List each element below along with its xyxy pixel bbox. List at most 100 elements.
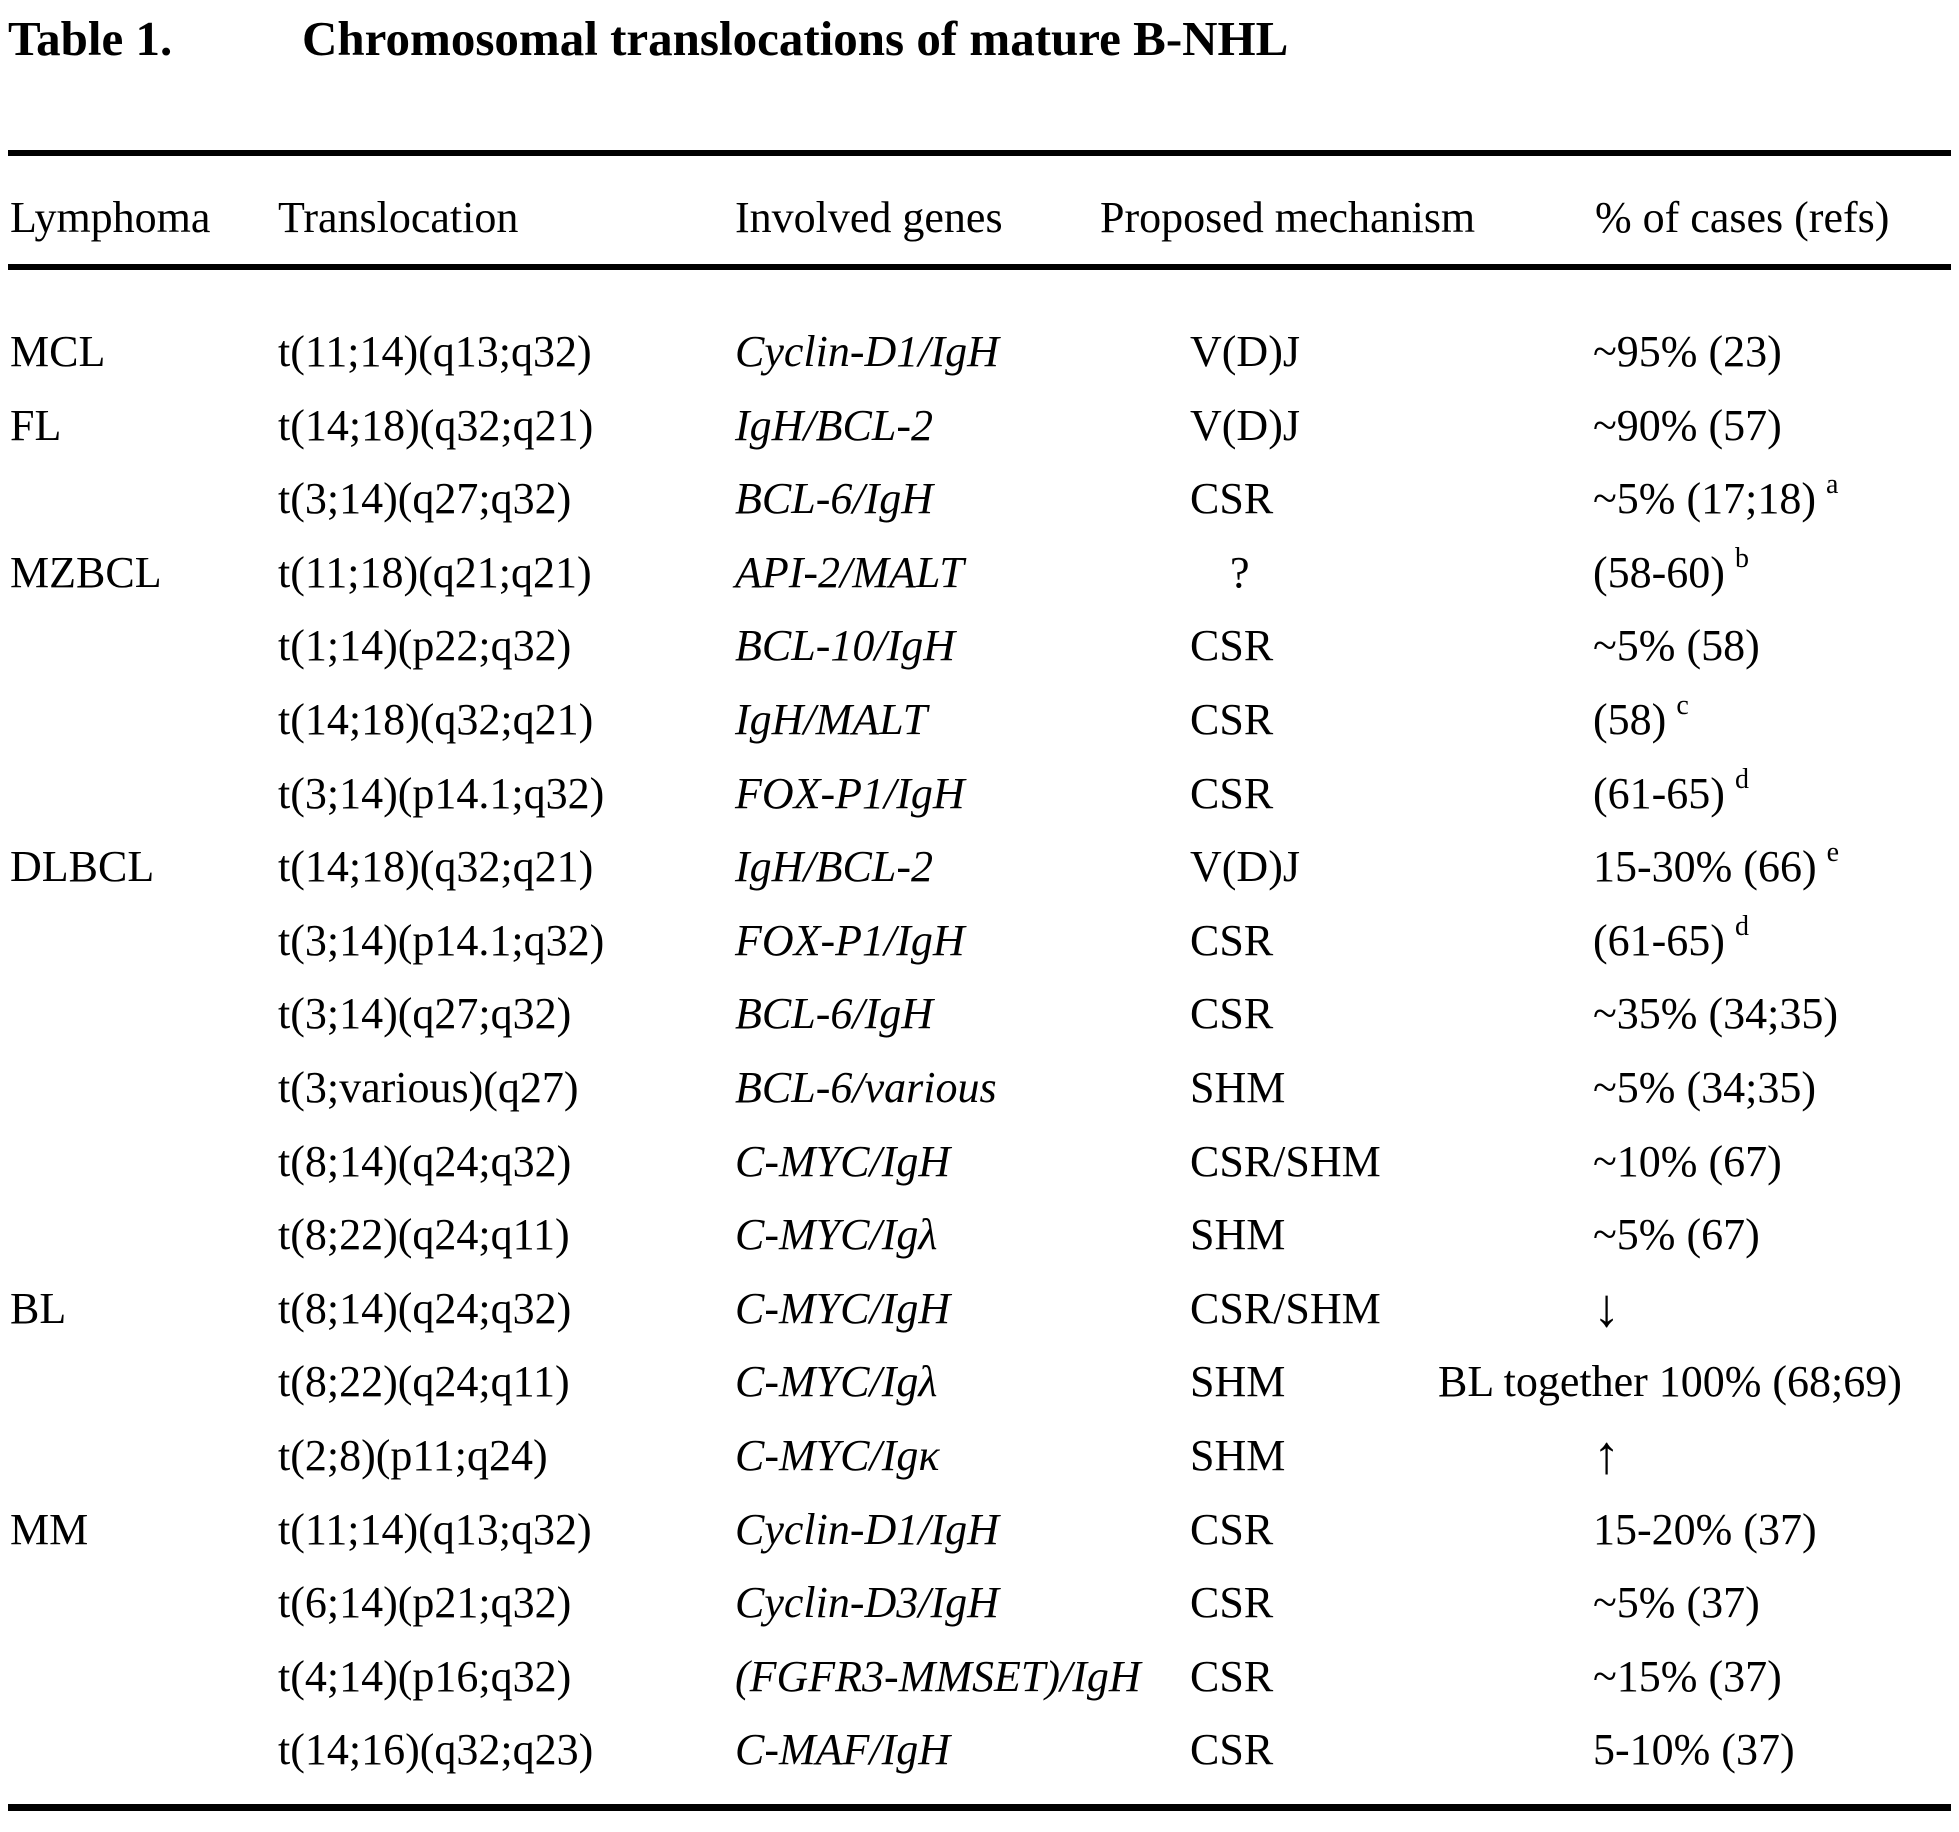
table-row: t(6;14)(p21;q32) Cyclin-D3/IgH CSR ~5% (37)	[10, 1566, 1951, 1640]
table-caption-heading: Chromosomal translocations of mature B-N…	[302, 11, 1289, 66]
cell-proposed-mechanism: CSR/SHM	[1190, 1136, 1381, 1186]
cell-lymphoma: FL	[10, 400, 62, 450]
table-row: MM t(11;14)(q13;q32) Cyclin-D1/IgH CSR 15-20…	[10, 1493, 1951, 1567]
cases-value: ~5% (67)	[1593, 1210, 1760, 1260]
cases-value: ~5% (37)	[1593, 1578, 1760, 1628]
table-row: t(4;14)(p16;q32) (FGFR3-MMSET)/IgH CSR ~15%…	[10, 1640, 1951, 1714]
cell-translocation: t(8;22)(q24;q11)	[278, 1357, 570, 1407]
cell-lymphoma	[10, 1051, 278, 1125]
cell-involved-genes: Cyclin-D3/IgH	[735, 1578, 999, 1628]
cell-involved-genes: C-MAF/IgH	[735, 1725, 951, 1775]
table-row: t(1;14)(p22;q32) BCL-10/IgH CSR ~5% (58)	[10, 609, 1951, 683]
cell-percent-of-cases: 15-30% (66) e	[1593, 837, 1840, 892]
cell-percent-of-cases: ↑	[1593, 1419, 1951, 1496]
cell-percent-of-cases: ~10% (67)	[1593, 1125, 1951, 1199]
cell-lymphoma	[10, 904, 278, 978]
cases-value: ~5% (34;35)	[1593, 1062, 1816, 1112]
cell-translocation: t(8;14)(q24;q32)	[278, 1283, 572, 1333]
cell-percent-of-cases: ~5% (67)	[1593, 1198, 1951, 1272]
cell-proposed-mechanism: CSR	[1190, 1725, 1274, 1775]
table-row: t(8;22)(q24;q11) C-MYC/Igλ SHM ~5% (67)	[10, 1198, 1951, 1272]
cases-value: BL together 100% (68;69)	[1438, 1357, 1902, 1407]
cell-translocation: t(2;8)(p11;q24)	[278, 1430, 548, 1480]
cell-lymphoma	[10, 977, 278, 1051]
cell-lymphoma	[10, 1345, 278, 1419]
cell-proposed-mechanism: SHM	[1190, 1210, 1286, 1260]
cell-involved-genes: Cyclin-D1/IgH	[735, 1504, 999, 1554]
cell-lymphoma	[10, 757, 278, 831]
cell-involved-genes: (FGFR3-MMSET)/IgH	[735, 1651, 1141, 1701]
cell-lymphoma: MZBCL	[10, 547, 162, 597]
table-row: t(14;18)(q32;q21) IgH/MALT CSR (58) c	[10, 683, 1951, 757]
cell-involved-genes: BCL-6/various	[735, 1062, 997, 1112]
cell-translocation: t(11;14)(q13;q32)	[278, 327, 592, 376]
cell-lymphoma	[10, 1125, 278, 1199]
cell-translocation: t(3;14)(p14.1;q32)	[278, 915, 605, 965]
column-header-proposed-mechanism: Proposed mechanism	[1100, 193, 1476, 242]
table-body: MCL t(11;14)(q13;q32) Cyclin-D1/IgH V(D)J ~9…	[10, 315, 1951, 1787]
table-row: FL t(14;18)(q32;q21) IgH/BCL-2 V(D)J ~90% (5…	[10, 389, 1951, 463]
table-header-rule	[8, 264, 1951, 270]
table-row: MZBCL t(11;18)(q21;q21) API-2/MALT? (58-60)…	[10, 536, 1951, 610]
cases-value: ~10% (67)	[1593, 1136, 1782, 1186]
cell-involved-genes: FOX-P1/IgH	[735, 915, 965, 965]
cases-value: ~90% (57)	[1593, 400, 1782, 450]
cell-involved-genes: BCL-6/IgH	[735, 474, 933, 524]
cell-proposed-mechanism: CSR/SHM	[1190, 1283, 1381, 1333]
cases-value: 15-20% (37)	[1593, 1504, 1817, 1554]
cases-arrow-glyph: ↑	[1593, 1424, 1620, 1485]
cases-value: ~95% (23)	[1593, 327, 1782, 376]
cell-percent-of-cases: ~90% (57)	[1593, 389, 1951, 463]
table-top-rule	[8, 150, 1951, 156]
cell-percent-of-cases: ~35% (34;35)	[1593, 977, 1951, 1051]
table-row: t(3;14)(p14.1;q32) FOX-P1/IgH CSR (61-65) d	[10, 904, 1951, 978]
cell-translocation: t(3;14)(p14.1;q32)	[278, 768, 605, 818]
cell-involved-genes: FOX-P1/IgH	[735, 768, 965, 818]
cell-translocation: t(14;18)(q32;q21)	[278, 694, 594, 744]
cell-involved-genes: IgH/BCL-2	[735, 400, 933, 450]
cell-percent-of-cases: (58-60) b	[1593, 542, 1749, 597]
cell-involved-genes: C-MYC/Igκ	[735, 1430, 940, 1480]
cell-involved-genes: C-MYC/Igλ	[735, 1210, 938, 1260]
cell-percent-of-cases: 5-10% (37)	[1593, 1713, 1951, 1787]
column-header-percent-of-cases: % of cases (refs)	[1595, 193, 1890, 242]
table-row: BL t(8;14)(q24;q32) C-MYC/IgH CSR/SHM ↓	[10, 1272, 1951, 1346]
cell-translocation: t(6;14)(p21;q32)	[278, 1578, 572, 1628]
cell-involved-genes: C-MYC/Igλ	[735, 1357, 938, 1407]
table-row: t(3;14)(q27;q32) BCL-6/IgH CSR ~35% (34;35)	[10, 977, 1951, 1051]
table-bottom-rule	[8, 1804, 1951, 1811]
cell-translocation: t(11;18)(q21;q21)	[278, 547, 592, 597]
table-caption: Table 1. Chromosomal translocations of m…	[8, 12, 1948, 82]
cases-value: ~5% (58)	[1593, 621, 1760, 671]
column-header-lymphoma: Lymphoma	[10, 193, 211, 242]
cell-proposed-mechanism: V(D)J	[1190, 327, 1300, 376]
cell-involved-genes: BCL-10/IgH	[735, 621, 955, 671]
cell-percent-of-cases: ~15% (37)	[1593, 1640, 1951, 1714]
cell-proposed-mechanism: CSR	[1190, 1578, 1274, 1628]
table-caption-label: Table 1.	[8, 11, 173, 66]
cell-proposed-mechanism: SHM	[1190, 1062, 1286, 1112]
cell-proposed-mechanism: SHM	[1190, 1357, 1286, 1407]
cases-value: (61-65)	[1593, 768, 1725, 818]
cases-value: (61-65)	[1593, 915, 1725, 965]
cell-lymphoma	[10, 1640, 278, 1714]
table-row: MCL t(11;14)(q13;q32) Cyclin-D1/IgH V(D)J ~9…	[10, 315, 1951, 389]
cell-involved-genes: C-MYC/IgH	[735, 1283, 951, 1333]
cases-value: ~35% (34;35)	[1593, 989, 1838, 1039]
table-row: t(3;14)(p14.1;q32) FOX-P1/IgH CSR (61-65) d	[10, 757, 1951, 831]
cases-value: (58)	[1593, 694, 1667, 744]
cell-lymphoma	[10, 1713, 278, 1787]
cell-proposed-mechanism: CSR	[1190, 1504, 1274, 1554]
cases-value: 5-10% (37)	[1593, 1725, 1795, 1775]
cell-proposed-mechanism: CSR	[1190, 621, 1274, 671]
cell-percent-of-cases: (61-65) d	[1593, 763, 1749, 818]
cell-translocation: t(3;14)(q27;q32)	[278, 474, 572, 524]
cell-percent-of-cases: ~5% (17;18) a	[1593, 469, 1839, 524]
cell-involved-genes: C-MYC/IgH	[735, 1136, 951, 1186]
cell-percent-of-cases: 15-20% (37)	[1593, 1493, 1951, 1567]
cell-percent-of-cases: ~95% (23)	[1593, 315, 1951, 389]
cell-lymphoma	[10, 609, 278, 683]
cell-proposed-mechanism: CSR	[1190, 768, 1274, 818]
cell-translocation: t(3;various)(q27)	[278, 1062, 579, 1112]
